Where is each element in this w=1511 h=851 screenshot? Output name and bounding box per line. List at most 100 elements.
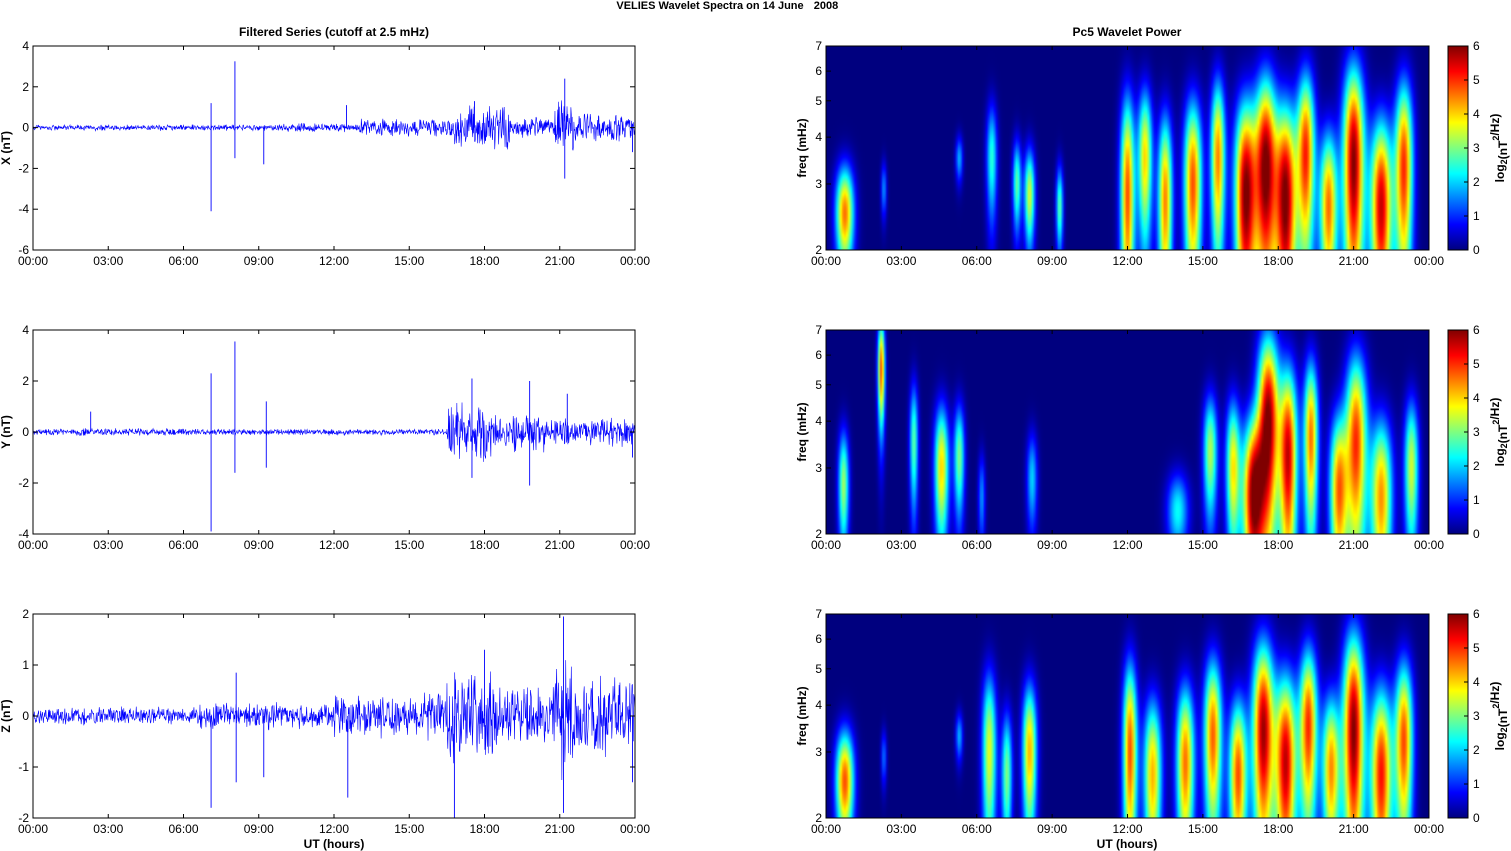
x-tick-label: 00:00 — [18, 254, 48, 268]
y-tick-label: 0 — [22, 425, 29, 439]
colorbar-label: log2(nT2/Hz) — [1488, 682, 1510, 751]
x-tick-label: 09:00 — [244, 822, 274, 836]
data-trace — [32, 660, 636, 781]
x-tick-label: 21:00 — [1339, 538, 1369, 552]
y-tick-label: 7 — [815, 323, 822, 337]
x-tick-label: 09:00 — [1037, 254, 1067, 268]
y-tick-label: -2 — [18, 476, 29, 490]
heatmap-panel-wavelet-x: 7 6 5 4 3 2 freq (mHz) 00:00 03:00 06:00 09:00 12:0… — [795, 39, 1510, 268]
x-tick-label: 03:00 — [886, 822, 916, 836]
line-panel-filtered-y: 4 2 0 -2 -4 Y (nT) 00:00 03:00 06:00 09:00 12:00 15… — [0, 323, 650, 552]
y-tick-label: 2 — [815, 243, 822, 257]
x-tick-label: 03:00 — [93, 538, 123, 552]
y-axis-label: Y (nT) — [0, 415, 13, 449]
y-axis-label: X (nT) — [0, 131, 13, 165]
heatmap-panel-wavelet-z: 7 6 5 4 3 2 freq (mHz) 00:00 03:00 06:00 09:00 12:0… — [795, 607, 1510, 836]
x-tick-label: 12:00 — [319, 538, 349, 552]
x-tick-label: 15:00 — [1188, 254, 1218, 268]
y-tick-label: 2 — [22, 607, 29, 621]
line-panel-filtered-z: 2 1 0 -1 -2 Z (nT) 00:00 03:00 06:00 09:00 12:00 15… — [0, 607, 650, 836]
y-tick-label: 4 — [815, 130, 822, 144]
x-tick-label: 00:00 — [811, 538, 841, 552]
x-tick-label: 09:00 — [244, 254, 274, 268]
data-trace — [32, 402, 636, 462]
heatmap-panel-wavelet-y: 7 6 5 4 3 2 freq (mHz) 00:00 03:00 06:00 09:00 12:0… — [795, 323, 1510, 552]
y-tick-label: -4 — [18, 527, 29, 541]
y-tick-label: 6 — [815, 64, 822, 78]
colorbar-tick-label: 6 — [1473, 607, 1480, 621]
x-tick-label: 00:00 — [18, 822, 48, 836]
colorbar-tick-label: 0 — [1473, 243, 1480, 257]
y-tick-label: 4 — [22, 39, 29, 53]
x-tick-label: 00:00 — [1414, 822, 1444, 836]
y-tick-label: 2 — [815, 811, 822, 825]
x-tick-label: 21:00 — [1339, 822, 1369, 836]
colorbar-tick-label: 0 — [1473, 527, 1480, 541]
x-tick-label: 21:00 — [545, 822, 575, 836]
y-axis-label: freq (mHz) — [795, 686, 809, 745]
x-tick-label: 18:00 — [1263, 822, 1293, 836]
y-axis-label: freq (mHz) — [795, 118, 809, 177]
y-tick-label: -4 — [18, 202, 29, 216]
y-tick-label: 2 — [22, 80, 29, 94]
y-tick-label: 5 — [815, 662, 822, 676]
x-tick-label: 18:00 — [1263, 538, 1293, 552]
y-tick-label: 3 — [815, 461, 822, 475]
x-tick-label: 03:00 — [886, 538, 916, 552]
x-tick-label: 09:00 — [1037, 822, 1067, 836]
x-tick-label: 00:00 — [1414, 254, 1444, 268]
figure-title-year: 2008 — [814, 0, 838, 12]
y-tick-label: 2 — [815, 527, 822, 541]
colorbar-tick-label: 1 — [1473, 209, 1480, 223]
y-axis-label: Z (nT) — [0, 699, 13, 732]
x-tick-label: 18:00 — [469, 538, 499, 552]
colorbar-tick-label: 2 — [1473, 459, 1480, 473]
colorbar-tick-label: 3 — [1473, 425, 1480, 439]
x-tick-label: 12:00 — [319, 254, 349, 268]
y-tick-label: 6 — [815, 348, 822, 362]
x-tick-label: 12:00 — [1112, 538, 1142, 552]
x-tick-label: 12:00 — [1112, 822, 1142, 836]
xlabel-right: UT (hours) — [1097, 837, 1158, 851]
x-tick-label: 21:00 — [1339, 254, 1369, 268]
figure-title: VELIES Wavelet Spectra on 14 June — [616, 0, 803, 12]
y-tick-label: 3 — [815, 177, 822, 191]
y-tick-label: -2 — [18, 811, 29, 825]
y-tick-label: 6 — [815, 632, 822, 646]
x-tick-label: 12:00 — [319, 822, 349, 836]
y-tick-label: 7 — [815, 39, 822, 53]
colorbar-tick-label: 5 — [1473, 641, 1480, 655]
x-tick-label: 00:00 — [620, 254, 650, 268]
colorbar-tick-label: 2 — [1473, 743, 1480, 757]
x-tick-label: 15:00 — [394, 538, 424, 552]
colorbar-tick-label: 1 — [1473, 777, 1480, 791]
y-tick-label: 1 — [22, 658, 29, 672]
colorbar-tick-label: 2 — [1473, 175, 1480, 189]
y-tick-label: 2 — [22, 374, 29, 388]
y-tick-label: -6 — [18, 243, 29, 257]
x-tick-label: 03:00 — [93, 822, 123, 836]
x-tick-label: 21:00 — [545, 254, 575, 268]
x-tick-label: 06:00 — [962, 822, 992, 836]
y-tick-label: -2 — [18, 161, 29, 175]
x-tick-label: 00:00 — [1414, 538, 1444, 552]
x-tick-label: 21:00 — [545, 538, 575, 552]
x-tick-label: 00:00 — [620, 538, 650, 552]
x-tick-label: 15:00 — [1188, 822, 1218, 836]
colorbar-tick-label: 6 — [1473, 39, 1480, 53]
x-tick-label: 09:00 — [244, 538, 274, 552]
y-tick-label: 7 — [815, 607, 822, 621]
x-tick-label: 15:00 — [394, 254, 424, 268]
line-panel-filtered-x: 4 2 0 -2 -4 -6 X (nT) 00:00 03:00 06:00 09:00 12:00… — [0, 39, 650, 268]
right-column-title: Pc5 Wavelet Power — [1073, 25, 1182, 39]
y-tick-label: 5 — [815, 378, 822, 392]
x-tick-label: 06:00 — [962, 254, 992, 268]
x-tick-label: 06:00 — [168, 822, 198, 836]
x-tick-label: 18:00 — [1263, 254, 1293, 268]
colorbar-tick-label: 1 — [1473, 493, 1480, 507]
colorbar-tick-label: 3 — [1473, 709, 1480, 723]
x-tick-label: 12:00 — [1112, 254, 1142, 268]
y-tick-label: 0 — [22, 121, 29, 135]
colorbar-tick-label: 0 — [1473, 811, 1480, 825]
heatmap-image — [826, 46, 1429, 250]
